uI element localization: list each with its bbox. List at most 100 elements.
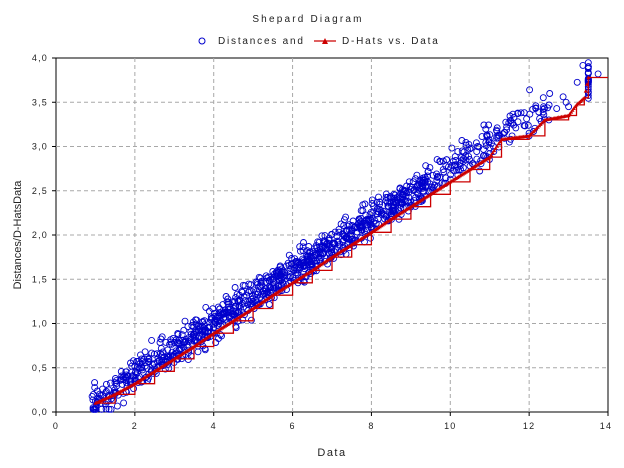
scatter-point: [176, 345, 183, 353]
scatter-point: [296, 243, 304, 251]
scatter-point: [304, 259, 312, 267]
scatter-point: [512, 124, 520, 132]
scatter-point: [368, 200, 376, 207]
scatter-point: [194, 322, 202, 330]
scatter-point: [210, 324, 218, 332]
scatter-point: [439, 157, 447, 165]
scatter-point: [192, 333, 200, 341]
dhat-series: [93, 75, 608, 405]
scatter-point: [209, 305, 217, 313]
scatter-point: [278, 281, 286, 289]
scatter-point: [499, 130, 507, 138]
scatter-point: [390, 190, 398, 198]
scatter-point: [422, 175, 430, 183]
scatter-point: [154, 354, 162, 362]
scatter-point: [362, 211, 370, 219]
scatter-point: [299, 247, 307, 255]
scatter-point: [540, 103, 548, 111]
scatter-point: [220, 308, 228, 316]
scatter-point: [137, 351, 144, 359]
dhat-marker: [492, 148, 497, 153]
scatter-point: [107, 379, 114, 387]
scatter-point: [414, 181, 422, 189]
scatter-point: [224, 295, 232, 303]
scatter-point: [565, 103, 573, 111]
scatter-point: [523, 115, 531, 123]
scatter-point: [113, 402, 121, 410]
scatter-point: [181, 317, 189, 325]
scatter-point: [318, 232, 326, 240]
scatter-point: [405, 178, 413, 186]
dhat-marker: [585, 82, 589, 86]
scatter-point: [357, 217, 365, 225]
scatter-point: [424, 168, 432, 176]
scatter-point: [507, 116, 515, 124]
scatter-point: [300, 239, 307, 246]
dhat-marker: [489, 152, 494, 157]
scatter-point: [269, 284, 277, 292]
scatter-point: [311, 244, 319, 252]
scatter-point: [247, 296, 255, 303]
scatter-point: [102, 387, 110, 395]
scatter-point: [594, 70, 602, 78]
scatter-point: [244, 288, 252, 296]
scatter-point: [407, 185, 415, 193]
scatter-point: [474, 143, 482, 150]
scatter-point: [314, 238, 322, 246]
scatter-point: [412, 175, 419, 183]
scatter-point: [188, 322, 196, 329]
y-tick-label: 0,0: [32, 407, 48, 417]
scatter-point: [553, 105, 561, 113]
scatter-point: [544, 104, 552, 112]
scatter-point: [371, 217, 379, 225]
y-tick-label: 2,0: [32, 230, 48, 240]
scatter-point: [559, 93, 567, 101]
scatter-point: [573, 78, 581, 86]
scatter-point: [375, 193, 382, 201]
scatter-point: [192, 328, 200, 336]
scatter-point: [180, 326, 188, 334]
scatter-point: [245, 280, 253, 288]
scatter-point: [167, 336, 175, 344]
scatter-point: [122, 368, 130, 376]
scatter-point: [249, 297, 257, 305]
scatter-point: [546, 90, 554, 97]
y-axis-ticks: 0,0 0,5 1,0 1,5 2,0 2,5 3,0 3,5 4,0: [32, 53, 56, 417]
scatter-point: [153, 350, 161, 358]
scatter-point: [178, 331, 186, 339]
scatter-point: [127, 359, 134, 367]
dhat-marker: [487, 155, 492, 159]
scatter-point: [524, 121, 532, 129]
scatter-point: [472, 139, 480, 147]
scatter-point: [399, 187, 407, 195]
scatter-point: [526, 86, 534, 94]
y-axis-label: Distances/D-HatsData: [12, 180, 24, 290]
y-tick-label: 1,5: [32, 274, 48, 284]
scatter-point: [539, 94, 547, 102]
scatter-point: [353, 228, 361, 236]
scatter-point: [123, 371, 131, 379]
x-tick-label: 6: [289, 421, 295, 431]
scatter-point: [246, 287, 253, 295]
scatter-point: [157, 344, 165, 352]
scatter-point: [369, 209, 377, 217]
scatter-point: [343, 235, 351, 243]
scatter-point: [190, 337, 198, 345]
dhat-marker: [496, 141, 501, 146]
scatter-point: [421, 176, 429, 184]
scatter-point: [495, 131, 502, 139]
scatter-point: [514, 118, 522, 126]
scatter-point: [201, 328, 209, 336]
scatter-point: [268, 275, 276, 283]
scatter-point: [532, 104, 540, 112]
scatter-point: [376, 198, 384, 206]
scatter-point: [229, 311, 237, 319]
scatter-point: [368, 222, 376, 230]
scatter-point: [225, 298, 232, 306]
dhat-marker: [490, 150, 495, 155]
scatter-point: [287, 265, 295, 273]
scatter-series: [88, 59, 602, 413]
x-tick-label: 8: [368, 421, 374, 431]
scatter-point: [172, 336, 180, 344]
scatter-point: [464, 146, 472, 154]
